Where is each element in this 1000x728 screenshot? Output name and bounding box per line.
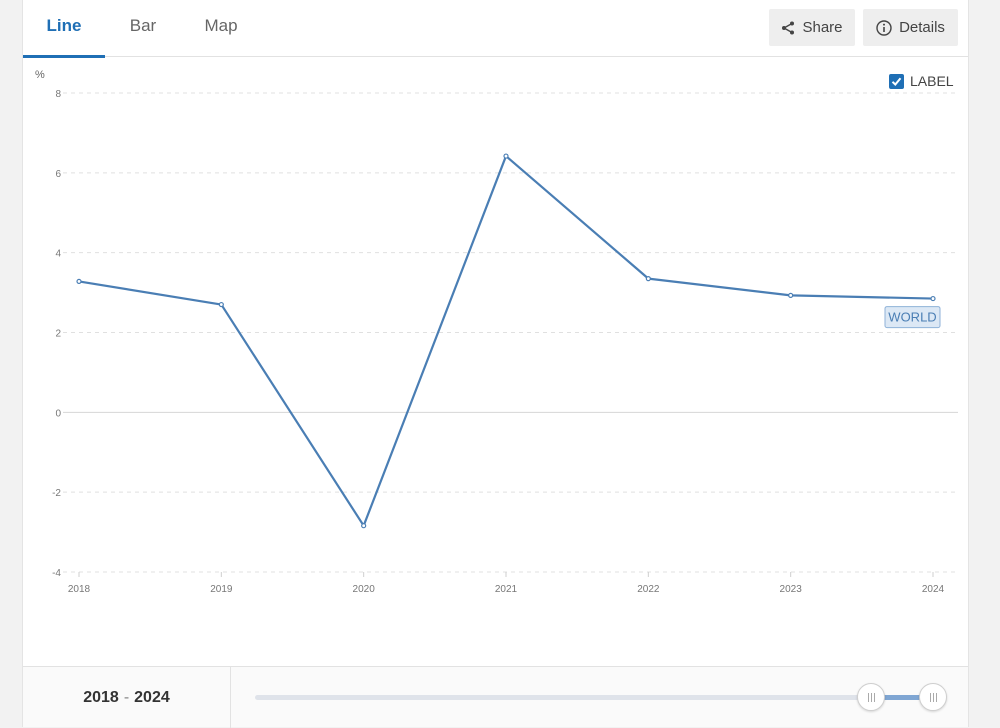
details-label: Details — [899, 19, 945, 36]
grip-icon — [929, 692, 937, 702]
data-point — [218, 301, 224, 308]
range-slider-start-handle[interactable] — [857, 683, 885, 711]
x-tick-label: 2023 — [780, 584, 803, 595]
tab-bar[interactable]: Bar — [129, 16, 157, 35]
y-tick-label: 8 — [55, 89, 61, 100]
x-tick-label: 2021 — [495, 584, 518, 595]
grip-icon — [867, 692, 875, 702]
x-tick-label: 2019 — [210, 584, 233, 595]
y-tick-label: 0 — [55, 408, 61, 419]
series-end-label-text: WORLD — [888, 310, 936, 325]
x-tick-label: 2022 — [637, 584, 660, 595]
data-point — [645, 276, 651, 282]
y-tick-label: -2 — [52, 488, 61, 499]
share-button[interactable]: Share — [769, 9, 855, 46]
chart-card: Line Bar Map Share — [22, 0, 969, 728]
y-tick-labels: 8 6 4 2 0 -2 -4 — [52, 89, 61, 579]
range-slider-track[interactable] — [255, 695, 945, 700]
range-end: 2024 — [134, 688, 170, 706]
range-slider-end-handle[interactable] — [919, 683, 947, 711]
series-world: WORLD — [76, 153, 941, 529]
info-icon — [876, 19, 892, 36]
label-checkbox[interactable] — [889, 73, 904, 89]
label-toggle[interactable]: LABEL — [889, 73, 954, 89]
data-point — [788, 292, 794, 298]
y-tick-label: -4 — [52, 568, 61, 579]
range-separator: - — [123, 688, 130, 706]
label-toggle-text: LABEL — [910, 73, 954, 89]
y-axis-unit-label: % — [35, 69, 45, 81]
checkmark-icon — [891, 77, 902, 86]
series-line — [78, 154, 934, 527]
grid-lines — [63, 92, 958, 573]
x-tick-label: 2018 — [68, 584, 91, 595]
details-button[interactable]: Details — [863, 9, 958, 46]
share-label: Share — [802, 19, 843, 36]
year-range-display: 2018 - 2024 — [23, 667, 231, 728]
y-tick-label: 2 — [55, 329, 61, 340]
time-range-footer: 2018 - 2024 — [23, 666, 968, 728]
x-tick-label: 2024 — [922, 584, 945, 595]
x-tick-labels: 2018 2019 2020 2021 2022 2023 2024 — [68, 572, 945, 595]
y-tick-label: 6 — [55, 169, 61, 180]
x-tick-label: 2020 — [353, 584, 376, 595]
page-edge — [969, 0, 1000, 727]
series-end-label-box — [884, 306, 941, 329]
chart-tabbar: Line Bar Map Share — [23, 0, 968, 58]
share-icon — [781, 21, 795, 35]
range-start: 2018 — [83, 688, 119, 706]
line-chart: 8 6 4 2 0 -2 -4 2018 2019 2020 2021 2022 2023 2024 %… — [35, 69, 958, 595]
series-end-label: WORLD — [884, 306, 941, 329]
tab-line[interactable]: Line — [23, 0, 105, 58]
range-slider-selection — [869, 695, 931, 700]
y-tick-label: 4 — [55, 249, 61, 260]
data-point — [930, 295, 936, 302]
data-point — [361, 523, 367, 529]
data-point — [503, 153, 509, 159]
data-point — [76, 278, 82, 285]
tab-map[interactable]: Map — [204, 16, 238, 35]
